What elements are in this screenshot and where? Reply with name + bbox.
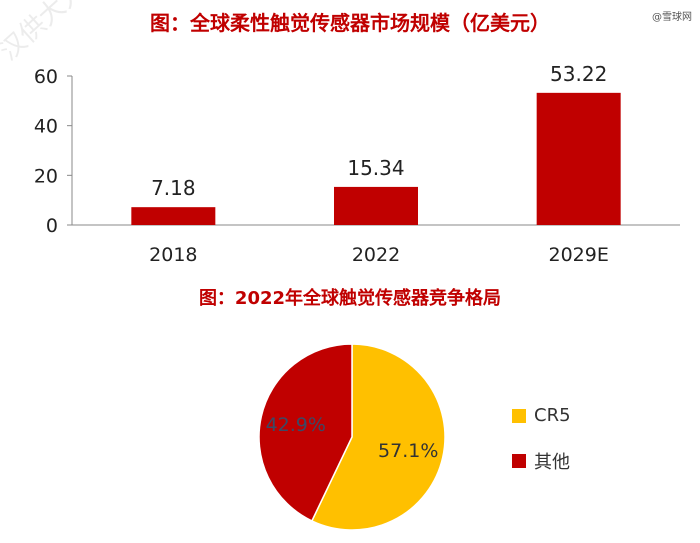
legend-item-other: 其他 [512,448,570,474]
y-tick-label: 60 [34,66,58,88]
y-tick-label: 40 [34,116,58,138]
x-tick-label: 2018 [149,244,197,266]
bar-value-label: 15.34 [347,156,404,180]
pie-slice-other [258,343,353,522]
site-watermark: @雪球网 [652,12,692,23]
bar [131,207,216,225]
legend-swatch-other [512,454,526,468]
bar-chart-title: 图：全球柔性触觉传感器市场规模（亿美元） [150,11,550,35]
y-tick-label: 20 [34,165,58,187]
legend-swatch-cr5 [512,408,526,423]
x-tick-label: 2022 [352,244,400,266]
pie-slice-label: 57.1% [378,440,438,462]
legend-label-cr5: CR5 [534,405,571,426]
pie-chart-title: 图：2022年全球触觉传感器竞争格局 [198,288,502,309]
y-tick-label: 0 [46,215,58,237]
x-tick-label: 2029E [548,244,608,266]
legend-label-other: 其他 [534,452,570,473]
bar-value-label: 7.18 [151,176,196,200]
bar [536,92,621,225]
bar-value-label: 53.22 [550,62,607,86]
bar [334,186,418,225]
pie-slice-cr5 [310,343,446,531]
legend-item-cr5: CR5 [512,405,571,426]
pie-slice-label: 42.9% [266,414,326,436]
